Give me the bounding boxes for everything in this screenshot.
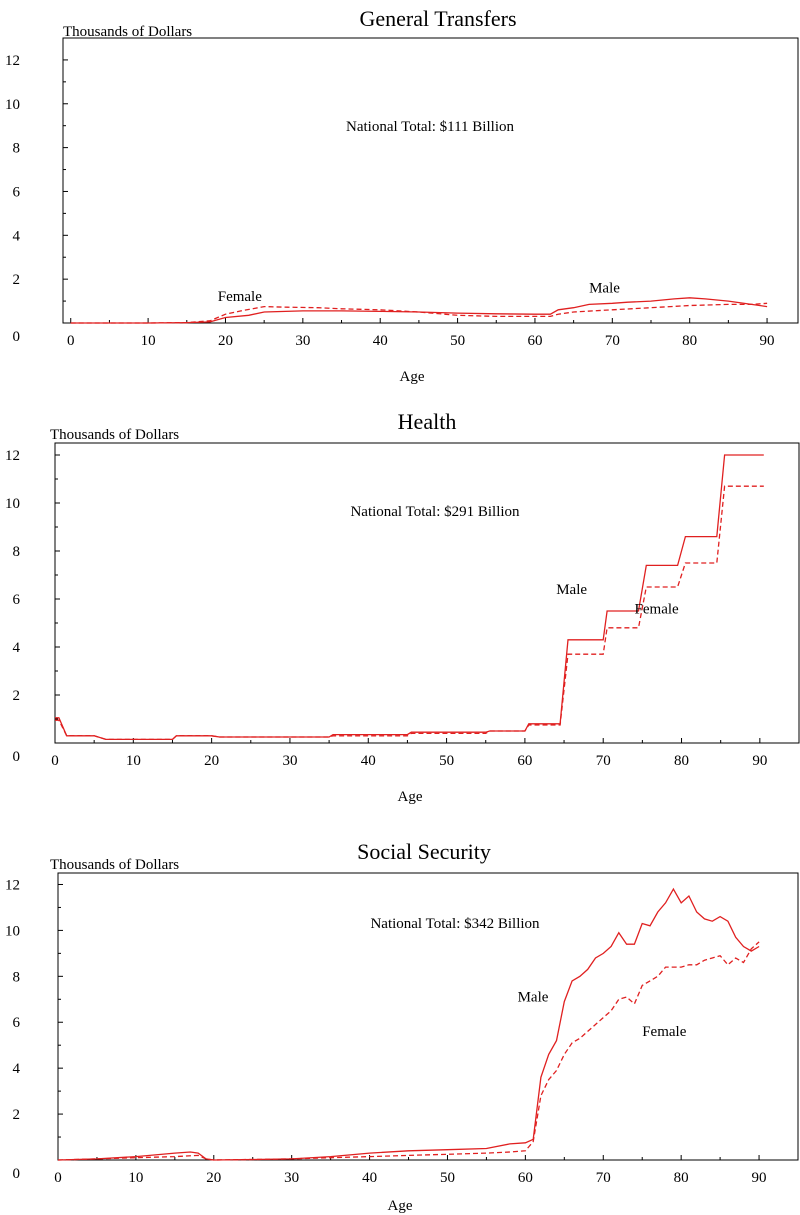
y-tick-label: 10	[5, 923, 20, 939]
chart-title: General Transfers	[359, 6, 516, 31]
y-tick-label: 0	[13, 329, 21, 345]
y-tick-label: 2	[13, 1107, 21, 1123]
series-line-male	[57, 887, 760, 1161]
y-tick-label: 12	[5, 877, 20, 893]
x-tick-label: 40	[361, 753, 376, 769]
y-tick-label: 2	[13, 272, 21, 288]
series-line-female	[70, 302, 768, 324]
x-tick-label: 70	[596, 1170, 611, 1186]
x-tick-label: 50	[439, 753, 454, 769]
series-label-female: Female	[642, 1024, 686, 1040]
x-tick-label: 60	[518, 1170, 533, 1186]
y-tick-label: 12	[5, 53, 20, 69]
y-tick-label: 8	[13, 544, 21, 560]
y-tick-label: 4	[13, 1061, 21, 1077]
x-tick-label: 10	[141, 333, 156, 349]
general-transfers-chart: General Transfers Thousands of Dollars N…	[5, 6, 799, 385]
series-line-male	[55, 454, 764, 741]
plot-frame	[62, 37, 799, 324]
x-tick-label: 30	[284, 1170, 299, 1186]
x-tick-label: 50	[440, 1170, 455, 1186]
national-total-annotation: National Total: $111 Billion	[346, 119, 514, 135]
x-tick-label: 10	[126, 753, 141, 769]
national-total-annotation: National Total: $291 Billion	[350, 504, 520, 520]
x-tick-label: 40	[362, 1170, 377, 1186]
chart-title: Health	[398, 409, 457, 434]
y-tick-label: 6	[13, 1015, 21, 1031]
x-tick-label: 60	[517, 753, 532, 769]
x-tick-label: 90	[752, 1170, 767, 1186]
series-label-male: Male	[556, 582, 587, 598]
y-tick-label: 10	[5, 97, 20, 113]
plot-frame	[57, 872, 799, 1161]
x-tick-label: 80	[674, 1170, 689, 1186]
y-tick-label: 2	[13, 688, 21, 704]
y-axis-label: Thousands of Dollars	[50, 427, 179, 443]
series-label-male: Male	[518, 990, 549, 1006]
x-tick-label: 50	[450, 333, 465, 349]
series-line-female	[57, 941, 760, 1161]
y-tick-label: 8	[13, 969, 21, 985]
x-tick-label: 40	[373, 333, 388, 349]
y-tick-label: 4	[13, 640, 21, 656]
series-line-male	[70, 297, 768, 324]
y-tick-label: 0	[13, 1166, 21, 1182]
national-total-annotation: National Total: $342 Billion	[370, 916, 540, 932]
x-tick-label: 80	[674, 753, 689, 769]
plot-frame	[54, 442, 800, 744]
x-tick-label: 10	[128, 1170, 143, 1186]
x-tick-label: 70	[605, 333, 620, 349]
y-axis-label: Thousands of Dollars	[50, 857, 179, 873]
x-tick-label: 60	[527, 333, 542, 349]
x-tick-label: 0	[51, 753, 59, 769]
x-tick-label: 80	[682, 333, 697, 349]
x-tick-label: 30	[295, 333, 310, 349]
y-axis-label: Thousands of Dollars	[63, 24, 192, 40]
x-tick-label: 20	[204, 753, 219, 769]
x-tick-label: 20	[218, 333, 233, 349]
y-tick-label: 4	[13, 228, 21, 244]
x-tick-label: 30	[282, 753, 297, 769]
x-tick-label: 90	[760, 333, 775, 349]
series-label-female: Female	[218, 289, 262, 305]
x-tick-label: 0	[67, 333, 75, 349]
x-tick-label: 0	[54, 1170, 62, 1186]
x-tick-label: 20	[206, 1170, 221, 1186]
y-tick-label: 6	[13, 184, 21, 200]
y-tick-label: 10	[5, 496, 20, 512]
x-axis-label: Age	[388, 1198, 413, 1214]
health-chart: Health Thousands of Dollars National Tot…	[5, 409, 800, 805]
y-tick-label: 8	[13, 141, 21, 157]
social-security-chart: Social Security Thousands of Dollars Nat…	[5, 839, 799, 1214]
y-tick-label: 12	[5, 448, 20, 464]
series-label-female: Female	[635, 601, 679, 617]
x-tick-label: 70	[596, 753, 611, 769]
series-label-male: Male	[589, 280, 620, 296]
x-axis-label: Age	[398, 789, 423, 805]
y-tick-label: 6	[13, 592, 21, 608]
x-axis-label: Age	[400, 369, 425, 385]
y-tick-label: 0	[13, 749, 21, 765]
chart-title: Social Security	[357, 839, 491, 864]
x-tick-label: 90	[752, 753, 767, 769]
